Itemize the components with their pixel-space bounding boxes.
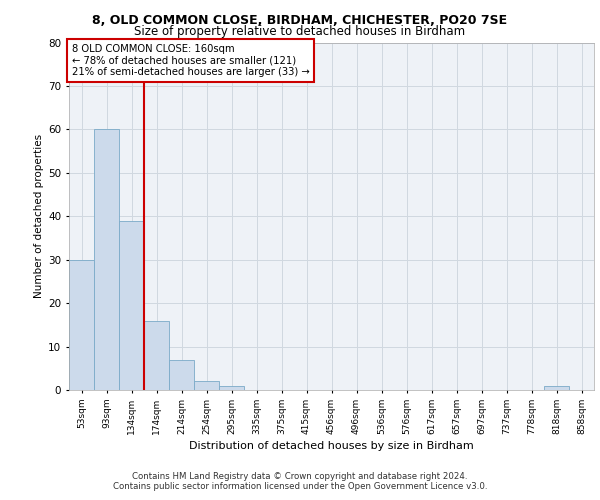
X-axis label: Distribution of detached houses by size in Birdham: Distribution of detached houses by size …	[189, 441, 474, 451]
Bar	[544, 386, 569, 390]
Bar	[69, 260, 94, 390]
Text: Size of property relative to detached houses in Birdham: Size of property relative to detached ho…	[134, 25, 466, 38]
Bar	[94, 130, 119, 390]
Bar	[169, 360, 194, 390]
Bar	[194, 382, 219, 390]
Text: 8, OLD COMMON CLOSE, BIRDHAM, CHICHESTER, PO20 7SE: 8, OLD COMMON CLOSE, BIRDHAM, CHICHESTER…	[92, 14, 508, 27]
Text: Contains HM Land Registry data © Crown copyright and database right 2024.: Contains HM Land Registry data © Crown c…	[132, 472, 468, 481]
Text: 8 OLD COMMON CLOSE: 160sqm
← 78% of detached houses are smaller (121)
21% of sem: 8 OLD COMMON CLOSE: 160sqm ← 78% of deta…	[71, 44, 310, 78]
Bar	[144, 320, 169, 390]
Bar	[119, 220, 144, 390]
Y-axis label: Number of detached properties: Number of detached properties	[34, 134, 44, 298]
Text: Contains public sector information licensed under the Open Government Licence v3: Contains public sector information licen…	[113, 482, 487, 491]
Bar	[219, 386, 244, 390]
